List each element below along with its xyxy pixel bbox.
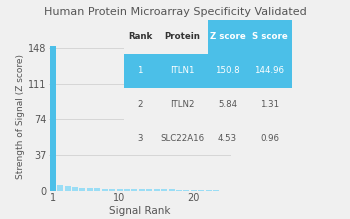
- Y-axis label: Strength of Signal (Z score): Strength of Signal (Z score): [16, 54, 25, 178]
- Text: 0.96: 0.96: [260, 134, 279, 143]
- Text: Protein: Protein: [164, 32, 200, 41]
- Bar: [124, 189, 130, 191]
- Text: 150.8: 150.8: [215, 66, 240, 75]
- Bar: [94, 188, 100, 191]
- Text: 5.84: 5.84: [218, 100, 237, 109]
- X-axis label: Signal Rank: Signal Rank: [109, 206, 171, 216]
- Text: 4.53: 4.53: [218, 134, 237, 143]
- Text: S score: S score: [252, 32, 287, 41]
- Text: 3: 3: [137, 134, 143, 143]
- Text: Z score: Z score: [210, 32, 245, 41]
- Text: ITLN1: ITLN1: [170, 66, 194, 75]
- Bar: [146, 189, 152, 191]
- Bar: [213, 190, 219, 191]
- Bar: [198, 190, 204, 191]
- Bar: [57, 185, 63, 191]
- Text: SLC22A16: SLC22A16: [160, 134, 204, 143]
- Bar: [50, 46, 56, 191]
- Bar: [139, 189, 145, 191]
- Bar: [154, 189, 160, 191]
- Text: ITLN2: ITLN2: [170, 100, 194, 109]
- Bar: [87, 188, 93, 191]
- Text: Human Protein Microarray Specificity Validated: Human Protein Microarray Specificity Val…: [44, 7, 306, 17]
- Bar: [191, 190, 197, 191]
- Text: 144.96: 144.96: [254, 66, 285, 75]
- Bar: [102, 189, 108, 191]
- Text: 1: 1: [137, 66, 143, 75]
- Bar: [72, 187, 78, 191]
- Bar: [206, 190, 212, 191]
- Bar: [169, 189, 175, 191]
- Bar: [161, 189, 167, 191]
- Bar: [183, 190, 189, 191]
- Bar: [109, 189, 115, 191]
- Text: 2: 2: [137, 100, 143, 109]
- Bar: [65, 186, 71, 191]
- Bar: [132, 189, 138, 191]
- Bar: [79, 188, 85, 191]
- Bar: [176, 189, 182, 191]
- Text: 1.31: 1.31: [260, 100, 279, 109]
- Bar: [117, 189, 122, 191]
- Text: Rank: Rank: [128, 32, 152, 41]
